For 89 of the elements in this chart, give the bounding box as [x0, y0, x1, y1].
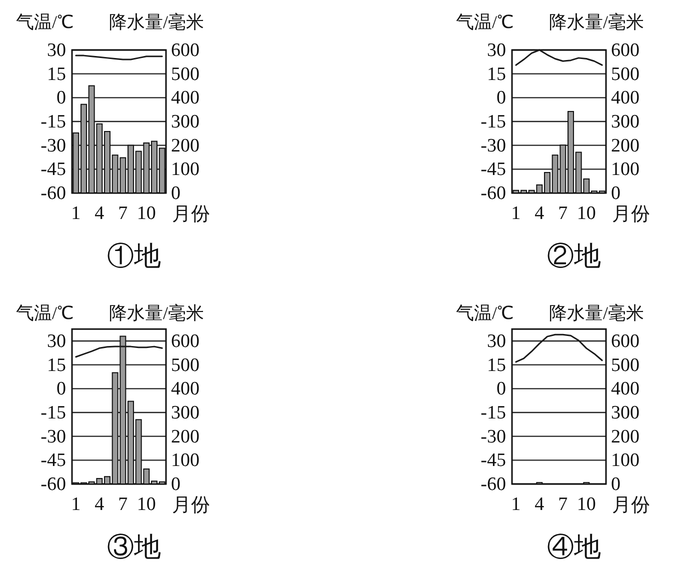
- text: ③地: [107, 532, 161, 562]
- y2-tick-label: 200: [171, 135, 200, 156]
- y-tick-label: 0: [56, 378, 66, 400]
- y-tick-label: -15: [40, 112, 66, 132]
- text: ①地: [107, 241, 161, 271]
- y2-tick-label: 200: [611, 135, 640, 156]
- y-tick-label: -45: [480, 159, 506, 180]
- y2-tick-label: 500: [611, 64, 640, 85]
- y-tick-label: 30: [487, 40, 506, 61]
- y-tick-label: 0: [496, 88, 506, 109]
- y2-tick-label: 400: [611, 88, 640, 109]
- y-tick-label: -60: [40, 474, 66, 495]
- y2-tick-label: 500: [171, 354, 200, 376]
- y2-tick-label: 400: [171, 378, 200, 400]
- y-tick-label: 30: [487, 331, 506, 352]
- y-tick-label: 30: [47, 331, 66, 352]
- y2-tick-label: 0: [171, 183, 180, 204]
- y-tick-label: -15: [40, 402, 66, 424]
- y2-tick-label: 200: [611, 426, 640, 448]
- y2-tick-label: 600: [611, 331, 640, 352]
- x-tick-label: 7: [558, 494, 568, 515]
- y2-tick-label: 100: [611, 450, 640, 472]
- y-axis-title: 气温/℃: [456, 303, 514, 323]
- y-tick-label: 15: [487, 354, 506, 376]
- y-axis-title: 气温/℃: [456, 12, 514, 32]
- x-tick-label: 7: [118, 203, 128, 224]
- y2-tick-label: 600: [171, 40, 200, 61]
- y-tick-label: 15: [487, 64, 506, 85]
- y-tick-label: -15: [480, 402, 506, 424]
- x-tick-label: 1: [511, 494, 521, 515]
- x-tick-label: 4: [94, 203, 105, 224]
- y2-tick-label: 600: [611, 40, 640, 61]
- y-tick-label: 15: [47, 64, 66, 85]
- x-axis-title: 月份: [612, 495, 650, 516]
- x-tick-label: 7: [558, 203, 568, 224]
- x-tick-label: 1: [71, 203, 81, 224]
- y2-tick-label: 300: [171, 112, 200, 132]
- x-tick-label: 1: [71, 494, 81, 515]
- y-axis-title: 气温/℃: [16, 12, 74, 32]
- x-tick-label: 10: [136, 203, 156, 224]
- y-tick-label: -60: [40, 183, 66, 204]
- x-tick-label: 10: [576, 203, 596, 224]
- x-tick-label: 4: [534, 203, 545, 224]
- text: ②地: [547, 241, 601, 271]
- x-tick-label: 4: [534, 494, 545, 515]
- y-tick-label: -30: [40, 426, 66, 448]
- x-tick-label: 4: [94, 494, 105, 515]
- y-tick-label: 0: [496, 378, 506, 400]
- y2-tick-label: 200: [171, 426, 200, 448]
- y2-tick-label: 0: [611, 474, 620, 495]
- x-axis-title: 月份: [612, 204, 650, 225]
- y2-tick-label: 100: [611, 159, 640, 180]
- y-tick-label: -15: [480, 112, 506, 132]
- x-tick-label: 10: [136, 494, 156, 515]
- text: ④地: [547, 532, 601, 562]
- y-tick-label: -45: [480, 450, 506, 472]
- y2-tick-label: 400: [171, 88, 200, 109]
- y-tick-label: -60: [480, 474, 506, 495]
- y-tick-label: -30: [40, 135, 66, 156]
- x-axis-title: 月份: [172, 495, 210, 516]
- y2-axis-title: 降水量/毫米: [108, 12, 204, 32]
- y-tick-label: 0: [56, 88, 66, 109]
- y2-axis-title: 降水量/毫米: [548, 303, 644, 323]
- x-axis-title: 月份: [172, 204, 210, 225]
- y2-axis-title: 降水量/毫米: [108, 303, 204, 323]
- y2-tick-label: 600: [171, 331, 200, 352]
- y2-tick-label: 300: [611, 112, 640, 132]
- y2-tick-label: 0: [611, 183, 620, 204]
- y-tick-label: -60: [480, 183, 506, 204]
- y-axis-title: 气温/℃: [16, 303, 74, 323]
- y2-tick-label: 400: [611, 378, 640, 400]
- x-tick-label: 7: [118, 494, 128, 515]
- y2-tick-label: 500: [171, 64, 200, 85]
- y2-tick-label: 300: [611, 402, 640, 424]
- y2-axis-title: 降水量/毫米: [548, 12, 644, 32]
- x-tick-label: 1: [511, 203, 521, 224]
- y-tick-label: -30: [480, 135, 506, 156]
- y2-tick-label: 100: [171, 159, 200, 180]
- y-tick-label: -30: [480, 426, 506, 448]
- y-tick-label: -45: [40, 450, 66, 472]
- y-tick-label: 30: [47, 40, 66, 61]
- y2-tick-label: 300: [171, 402, 200, 424]
- y2-tick-label: 100: [171, 450, 200, 472]
- line-series: [515, 334, 603, 363]
- y-tick-label: 15: [47, 354, 66, 376]
- x-tick-label: 10: [576, 494, 596, 515]
- y-tick-label: -45: [40, 159, 66, 180]
- y2-tick-label: 500: [611, 354, 640, 376]
- y2-tick-label: 0: [171, 474, 180, 495]
